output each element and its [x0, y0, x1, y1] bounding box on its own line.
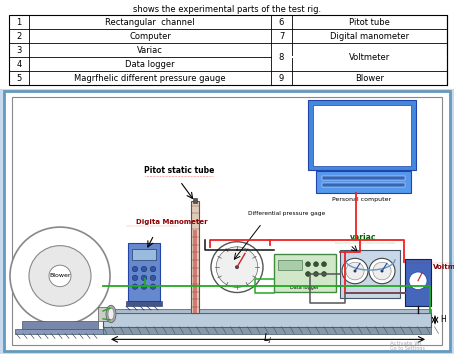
Ellipse shape	[108, 308, 114, 320]
Text: shows the experimental parts of the test rig.: shows the experimental parts of the test…	[133, 5, 321, 14]
Bar	[191, 201, 199, 313]
Bar	[103, 327, 431, 335]
Circle shape	[211, 242, 263, 292]
Bar	[340, 250, 400, 298]
Text: Activate Wi: Activate Wi	[390, 341, 421, 346]
Circle shape	[132, 266, 138, 272]
Circle shape	[29, 246, 91, 306]
Circle shape	[235, 265, 239, 269]
Circle shape	[306, 272, 311, 276]
Circle shape	[314, 272, 319, 276]
Text: 8: 8	[279, 53, 284, 62]
Circle shape	[321, 262, 326, 267]
Bar	[313, 105, 411, 166]
Circle shape	[141, 275, 147, 281]
Bar	[15, 329, 105, 333]
Bar	[22, 321, 98, 329]
Text: Pitot static tube: Pitot static tube	[144, 166, 214, 175]
Text: $L_j$: $L_j$	[263, 332, 273, 346]
Bar	[103, 309, 431, 313]
Text: Differential pressure gage: Differential pressure gage	[248, 211, 326, 216]
Circle shape	[314, 262, 319, 267]
Text: Personal computer: Personal computer	[332, 197, 391, 202]
Text: Digita Manometer: Digita Manometer	[136, 219, 208, 225]
Text: 3: 3	[16, 46, 22, 55]
Circle shape	[373, 262, 391, 280]
Bar	[128, 243, 160, 301]
Bar	[103, 313, 431, 327]
Circle shape	[141, 266, 147, 272]
Circle shape	[132, 284, 138, 289]
Text: 4: 4	[16, 59, 22, 69]
Circle shape	[150, 275, 156, 281]
Bar	[322, 176, 405, 180]
Text: Magrfhelic different pressure gauge: Magrfhelic different pressure gauge	[74, 74, 226, 82]
Text: 5: 5	[16, 74, 22, 82]
Circle shape	[141, 284, 147, 289]
Text: Computer: Computer	[129, 32, 171, 41]
Bar	[274, 255, 336, 292]
Text: Digital manometer: Digital manometer	[330, 32, 409, 41]
Bar	[193, 198, 197, 203]
Text: 2: 2	[16, 32, 22, 41]
Bar	[278, 260, 302, 270]
Bar	[308, 100, 416, 171]
Text: 7: 7	[279, 32, 284, 41]
Text: Go to Settings: Go to Settings	[390, 346, 425, 351]
Text: 9: 9	[279, 74, 284, 82]
Circle shape	[10, 227, 110, 325]
Text: Pitot tube: Pitot tube	[349, 18, 390, 27]
Circle shape	[150, 284, 156, 289]
Bar	[98, 307, 110, 321]
Circle shape	[354, 269, 356, 273]
Circle shape	[150, 266, 156, 272]
Bar	[405, 259, 431, 306]
Text: Variac: Variac	[137, 46, 163, 55]
Bar	[316, 171, 411, 193]
Bar	[9, 15, 447, 85]
Text: Blower: Blower	[49, 273, 71, 278]
Circle shape	[346, 262, 364, 280]
Circle shape	[306, 262, 311, 267]
Bar	[193, 230, 197, 313]
Circle shape	[369, 258, 395, 284]
Ellipse shape	[106, 305, 116, 323]
Text: variac: variac	[350, 233, 376, 242]
Text: Voltmeter: Voltmeter	[433, 264, 454, 270]
Text: 1: 1	[16, 18, 22, 27]
Circle shape	[132, 275, 138, 281]
Circle shape	[342, 258, 368, 284]
Text: Voltmeter: Voltmeter	[349, 53, 390, 62]
Bar	[132, 249, 156, 260]
Bar	[126, 301, 162, 306]
Text: H: H	[440, 315, 446, 324]
Circle shape	[321, 272, 326, 276]
Text: 6: 6	[279, 18, 284, 27]
Circle shape	[380, 269, 384, 273]
Text: Blower: Blower	[355, 74, 384, 82]
Text: Data logger: Data logger	[125, 59, 175, 69]
Bar	[322, 183, 405, 187]
Bar	[272, 56, 447, 58]
Text: Rectangular  channel: Rectangular channel	[105, 18, 195, 27]
Circle shape	[216, 247, 258, 287]
Circle shape	[409, 272, 427, 290]
Text: Data logger: Data logger	[291, 285, 320, 290]
Circle shape	[49, 265, 71, 287]
